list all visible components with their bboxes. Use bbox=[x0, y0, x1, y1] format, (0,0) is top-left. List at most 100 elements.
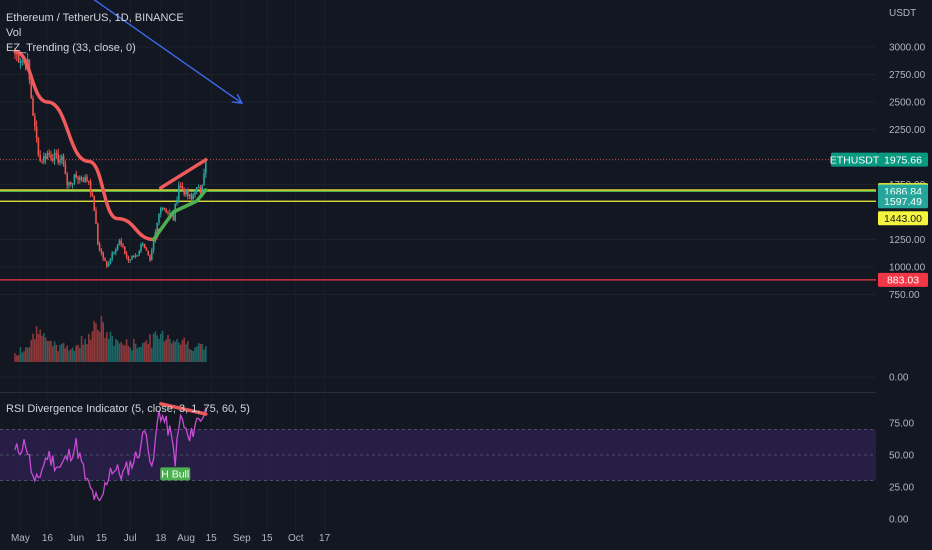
price-badge bbox=[878, 272, 928, 287]
candle-body bbox=[147, 250, 149, 256]
candle-body bbox=[160, 207, 162, 214]
volume-bar bbox=[97, 329, 99, 362]
price-tick-label: 3000.00 bbox=[889, 43, 926, 54]
candle-body bbox=[203, 173, 205, 185]
time-axis[interactable]: May 16 Jun 15 Jul 18 Aug 15 Sep 15 Oct 17 bbox=[11, 533, 331, 544]
candle-body bbox=[196, 187, 198, 193]
volume-bar bbox=[140, 346, 142, 362]
candle-body bbox=[129, 259, 131, 261]
volume-bar bbox=[52, 346, 54, 362]
indicator-legend[interactable]: EZ_Trending (33, close, 0) bbox=[6, 42, 136, 54]
candle-body bbox=[178, 185, 180, 200]
volume-bar bbox=[156, 335, 158, 362]
time-tick-label: 15 bbox=[96, 533, 108, 544]
volume-bar bbox=[149, 334, 151, 362]
candle-body bbox=[165, 209, 167, 213]
candle-body bbox=[55, 152, 58, 154]
candle-body bbox=[93, 195, 95, 211]
time-tick-label: Oct bbox=[288, 533, 304, 544]
rsi-tick-label: 25.00 bbox=[889, 483, 914, 494]
candle-body bbox=[68, 182, 70, 186]
overlays bbox=[13, 0, 243, 242]
candle-body bbox=[185, 189, 187, 195]
candle-body bbox=[194, 192, 196, 195]
volume-bar bbox=[179, 344, 182, 362]
volume-bar bbox=[80, 335, 83, 362]
candle-body bbox=[172, 214, 175, 221]
volume-bar bbox=[62, 342, 65, 362]
volume-bar bbox=[53, 341, 56, 362]
candle-body bbox=[86, 176, 88, 181]
candle-body bbox=[138, 251, 140, 256]
candle-body bbox=[71, 183, 74, 185]
candle-body bbox=[145, 248, 148, 251]
volume-bar bbox=[91, 331, 94, 362]
volume-bar bbox=[75, 345, 77, 362]
candle-body bbox=[46, 153, 49, 160]
volume-bar bbox=[19, 346, 22, 362]
volume-bar bbox=[106, 332, 108, 362]
candle-body bbox=[17, 54, 20, 63]
volume-bar bbox=[48, 341, 50, 362]
volume-bar bbox=[26, 347, 29, 362]
volume-bar bbox=[154, 331, 157, 362]
time-tick-label: 15 bbox=[206, 533, 218, 544]
volume-bar bbox=[127, 345, 130, 362]
volume-bar bbox=[129, 347, 131, 362]
rsi-legend[interactable]: RSI Divergence Indicator (5, close, 3, 1… bbox=[6, 403, 250, 415]
candle-body bbox=[73, 174, 76, 184]
volume-bar bbox=[185, 344, 187, 362]
volume-bar bbox=[25, 347, 27, 362]
price-tick-label: 1000.00 bbox=[889, 263, 926, 274]
volume-bar bbox=[118, 343, 121, 362]
volume-bar bbox=[113, 345, 115, 362]
volume-legend[interactable]: Vol bbox=[6, 27, 21, 39]
volume-bar bbox=[41, 335, 43, 362]
volume-bar bbox=[16, 355, 18, 362]
candle-body bbox=[79, 177, 81, 180]
volume-bar bbox=[136, 348, 139, 362]
time-tick-label: Aug bbox=[177, 533, 195, 544]
candle-body bbox=[199, 187, 202, 194]
candle-body bbox=[88, 180, 90, 182]
candle-body bbox=[133, 255, 135, 257]
candle-body bbox=[179, 185, 182, 187]
candle-body bbox=[35, 126, 38, 139]
volume-bar bbox=[35, 326, 38, 362]
volume-bar bbox=[21, 352, 23, 362]
volume-bar bbox=[181, 340, 184, 362]
candle-body bbox=[91, 193, 94, 196]
currency-label: USDT bbox=[889, 8, 916, 19]
candle-body bbox=[21, 60, 23, 62]
volume-bar bbox=[205, 346, 207, 362]
candle-body bbox=[53, 152, 56, 161]
volume-bar bbox=[44, 337, 47, 362]
volume-bar bbox=[46, 341, 49, 362]
candle-body bbox=[136, 255, 139, 257]
volume-bar bbox=[178, 342, 180, 362]
symbol-title[interactable]: Ethereum / TetherUS, 1D, BINANCE bbox=[6, 12, 184, 24]
candle-body bbox=[163, 207, 166, 210]
candle-body bbox=[143, 243, 146, 249]
volume-bar bbox=[73, 350, 76, 362]
volume-bar bbox=[98, 331, 101, 362]
volume-bar bbox=[100, 315, 103, 362]
candle-body bbox=[115, 249, 117, 253]
forecast-arrow-head bbox=[231, 93, 243, 104]
candle-body bbox=[14, 53, 16, 55]
candle-body bbox=[107, 264, 110, 267]
time-tick-label: 17 bbox=[319, 533, 331, 544]
candle-body bbox=[39, 155, 41, 162]
volume-bar bbox=[88, 333, 90, 362]
volume-bar bbox=[34, 339, 36, 362]
price-badge bbox=[878, 194, 928, 209]
horizontal-levels bbox=[0, 159, 876, 281]
candle-body bbox=[120, 240, 122, 245]
volume-bar bbox=[17, 355, 20, 362]
rsi-pane: H Bull bbox=[0, 402, 876, 502]
candle-body bbox=[97, 223, 99, 245]
rsi-divergence-line bbox=[159, 402, 208, 416]
candle-body bbox=[127, 256, 130, 261]
candle-body bbox=[30, 79, 32, 99]
